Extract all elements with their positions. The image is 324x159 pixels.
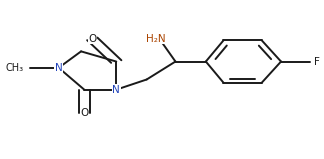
Text: N: N bbox=[55, 63, 63, 73]
Text: N: N bbox=[112, 85, 120, 95]
Text: H₂N: H₂N bbox=[146, 34, 166, 44]
Text: O: O bbox=[88, 34, 97, 44]
Text: CH₃: CH₃ bbox=[6, 63, 24, 73]
Text: F: F bbox=[314, 57, 319, 66]
Text: O: O bbox=[80, 108, 88, 118]
